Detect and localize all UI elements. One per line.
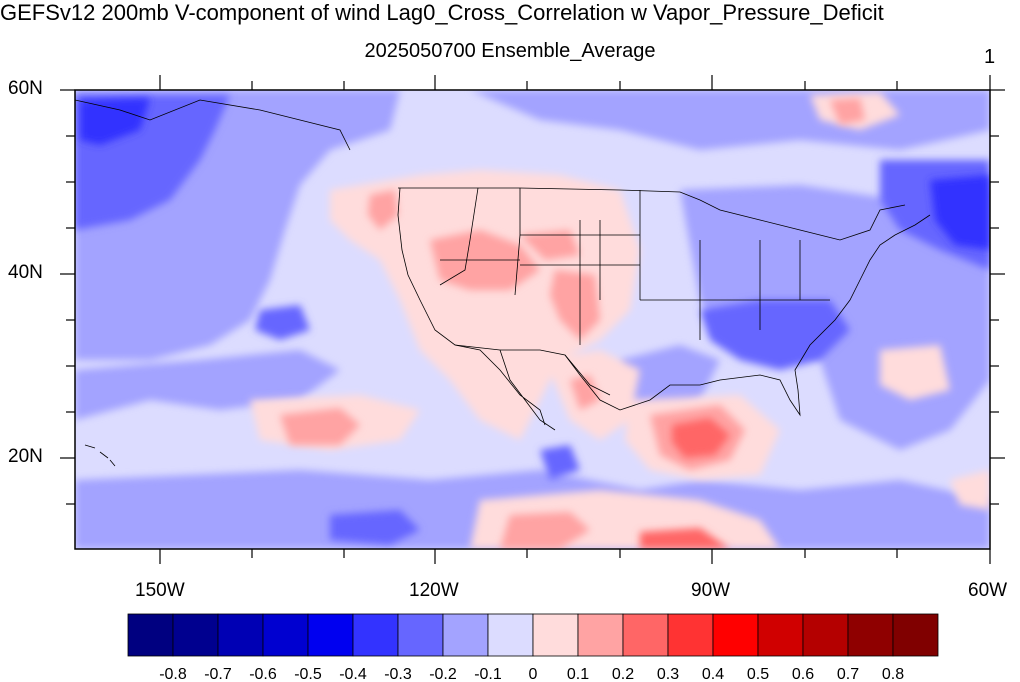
- colorbar-tick-label: 0.7: [837, 666, 859, 682]
- colorbar-tick-label: -0.1: [474, 666, 502, 682]
- contour-level-neg04: [80, 98, 990, 250]
- colorbar-tick-label: 0: [529, 666, 538, 682]
- colorbar-swatch: [712, 613, 759, 657]
- map-title: GEFSv12 200mb V-component of wind Lag0_C…: [0, 0, 884, 25]
- lon-label-90w: 90W: [691, 580, 731, 601]
- colorbar-swatch: [667, 613, 714, 657]
- alaska-coastline: [75, 99, 351, 151]
- coastline-boundaries: [75, 99, 931, 467]
- contour-level-pos03: [640, 418, 730, 549]
- colorbar-swatch: [532, 613, 579, 657]
- colorbar-tick-label: 0.1: [567, 666, 589, 682]
- colorbar-swatch: [127, 613, 174, 657]
- hawaii-islands: [84, 444, 116, 467]
- colorbar-tick-label: 0.2: [612, 666, 634, 682]
- colorbar-tick-label: 0.8: [882, 666, 904, 682]
- colorbar-swatch: [307, 613, 354, 657]
- colorbar-tick-label: 0.4: [702, 666, 724, 682]
- lon-label-60w: 60W: [968, 580, 1008, 601]
- lat-label-20n: 20N: [8, 446, 43, 467]
- colorbar-swatch: [217, 613, 264, 657]
- colorbar-swatch: [892, 613, 939, 657]
- colorbar-tick-label: -0.4: [339, 666, 367, 682]
- us-mexico-border: [454, 344, 611, 396]
- colorbar-tick-label: 0.5: [747, 666, 769, 682]
- colorbar-swatch: [577, 613, 624, 657]
- lat-label-60n: 60N: [8, 78, 43, 99]
- colorbar-swatch: [757, 613, 804, 657]
- map-subtitle: 2025050700 Ensemble_Average: [364, 40, 656, 62]
- colorbar-swatch: [487, 613, 534, 657]
- colorbar-swatch: [847, 613, 894, 657]
- colorbar-tick-label: -0.2: [429, 666, 457, 682]
- colorbar-swatch: [802, 613, 849, 657]
- colorbar-swatch: [262, 613, 309, 657]
- contour-fill-layer: [75, 90, 990, 549]
- lon-label-120w: 120W: [409, 580, 459, 601]
- colorbar-swatch: [397, 613, 444, 657]
- colorbar-tick-label: -0.7: [204, 666, 232, 682]
- colorbar-tick-label: -0.8: [159, 666, 187, 682]
- colorbar-tick-label: 0.3: [657, 666, 679, 682]
- north-america-coastline: [397, 187, 931, 431]
- colorbar-tick-label: -0.5: [294, 666, 322, 682]
- colorbar-labels: -0.8 -0.7 -0.6 -0.5 -0.4 -0.3 -0.2 -0.1 0 0.1 0.2 0…: [159, 666, 904, 682]
- us-canada-border: [398, 187, 906, 241]
- lon-label-150w: 150W: [135, 580, 185, 601]
- lat-label-40n: 40N: [8, 262, 43, 283]
- colorbar-swatch: [172, 613, 219, 657]
- axis-ticks: [60, 75, 1005, 564]
- colorbar-tick-label: -0.3: [384, 666, 412, 682]
- colorbar-swatch: [442, 613, 489, 657]
- colorbar-swatch: [352, 613, 399, 657]
- panel-number: 1: [984, 46, 996, 68]
- colorbar-tick-label: -0.6: [249, 666, 277, 682]
- colorbar-tick-label: 0.6: [792, 666, 814, 682]
- state-lines: [439, 187, 830, 345]
- colorbar-swatch: [622, 613, 669, 657]
- colorbar-swatches: [127, 613, 939, 657]
